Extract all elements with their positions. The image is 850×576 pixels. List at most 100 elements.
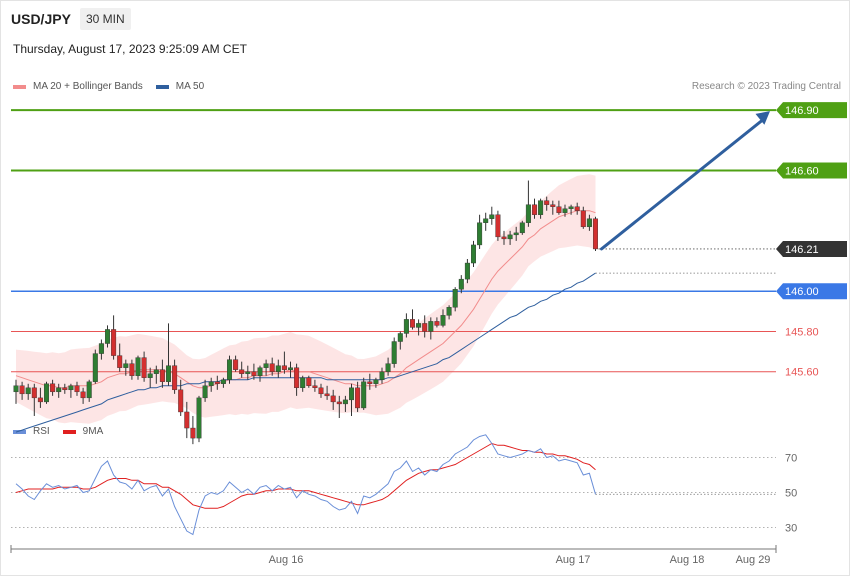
candle-body — [324, 393, 330, 397]
candle — [312, 379, 318, 392]
candle-body — [123, 363, 129, 368]
candle — [68, 383, 74, 398]
candle — [153, 365, 159, 384]
candle-body — [507, 234, 513, 240]
candle — [513, 226, 519, 241]
candle — [562, 204, 568, 217]
candle-body — [373, 379, 379, 384]
interval-button[interactable]: 30 MIN — [80, 8, 131, 30]
candle — [593, 216, 599, 251]
candle — [349, 383, 355, 416]
candle-body — [214, 381, 220, 384]
projection-arrow-shaft — [600, 116, 767, 251]
rsi-legend: RSI 9MA — [13, 426, 116, 437]
candle-body — [31, 387, 37, 399]
candle — [281, 351, 287, 374]
candle — [428, 317, 434, 340]
rsi-tick-30: 30 — [785, 523, 797, 535]
candle — [342, 395, 348, 412]
candle-body — [342, 399, 348, 405]
candle-body — [184, 411, 190, 429]
ma20-swatch — [13, 84, 26, 89]
candle-body — [129, 363, 135, 376]
candle-body — [153, 369, 159, 374]
candle — [373, 377, 379, 388]
candle — [458, 275, 464, 294]
candle — [208, 377, 214, 392]
candle — [446, 305, 452, 320]
candle — [288, 361, 294, 378]
candle-body — [263, 363, 269, 368]
candle-body — [226, 359, 232, 380]
candle-body — [446, 307, 452, 316]
candle-body — [288, 367, 294, 370]
candle — [422, 315, 428, 338]
level-label-145-80: 145.80 — [785, 326, 819, 338]
legend-label-ma20: MA 20 + Bollinger Bands — [33, 81, 143, 92]
candle-body — [37, 397, 43, 403]
candle — [172, 359, 178, 394]
candle — [532, 198, 538, 219]
candle-body — [489, 214, 495, 219]
candle-body — [544, 200, 550, 205]
candle — [324, 385, 330, 400]
candle — [117, 343, 123, 372]
candle-body — [62, 387, 68, 391]
candle — [13, 379, 19, 404]
candle-body — [556, 206, 562, 213]
candle-body — [196, 397, 202, 439]
legend-label-ma50: MA 50 — [175, 81, 205, 92]
candle — [471, 240, 477, 268]
rsi-tick-70: 70 — [785, 453, 797, 465]
legend-item-9ma: 9MA — [62, 426, 103, 437]
candle — [464, 259, 470, 284]
symbol-title: USD/JPY — [11, 11, 71, 27]
level-tag-146-60 — [776, 162, 847, 179]
candle — [257, 365, 263, 382]
candle — [580, 206, 586, 229]
candle-body — [471, 244, 477, 264]
level-tag-146-90 — [776, 102, 847, 119]
candle-body — [202, 385, 208, 399]
candle-body — [403, 319, 409, 334]
candle — [129, 359, 135, 380]
candle-body — [532, 204, 538, 215]
candle — [440, 309, 446, 328]
candle-body — [239, 369, 245, 374]
candle — [477, 214, 483, 249]
candle-body — [385, 363, 391, 372]
candle-body — [318, 387, 324, 395]
candle — [25, 383, 31, 400]
candle-body — [422, 323, 428, 332]
candle — [196, 395, 202, 443]
candle-body — [86, 381, 92, 399]
candle-body — [483, 218, 489, 223]
candle — [391, 337, 397, 368]
candle — [525, 180, 531, 227]
credit-text: Research © 2023 Trading Central — [691, 81, 841, 92]
candle-body — [550, 204, 556, 207]
candle — [111, 315, 117, 360]
projection-arrow-head — [755, 111, 770, 125]
candle-body — [593, 218, 599, 250]
candle-body — [25, 387, 31, 395]
candle-body — [586, 218, 592, 228]
candle — [519, 220, 525, 235]
candle-body — [104, 329, 110, 344]
candle — [586, 214, 592, 231]
candle-body — [233, 359, 239, 370]
candle — [239, 361, 245, 378]
candle-body — [172, 365, 178, 391]
candle-body — [568, 206, 574, 209]
candle-body — [165, 365, 171, 382]
candle — [495, 210, 501, 241]
candle-body — [379, 371, 385, 380]
candle-body — [397, 333, 403, 342]
candle — [233, 355, 239, 372]
candle-body — [147, 373, 153, 378]
candle — [397, 331, 403, 350]
candle-body — [513, 232, 519, 236]
candle — [434, 317, 440, 328]
candle — [226, 355, 232, 384]
